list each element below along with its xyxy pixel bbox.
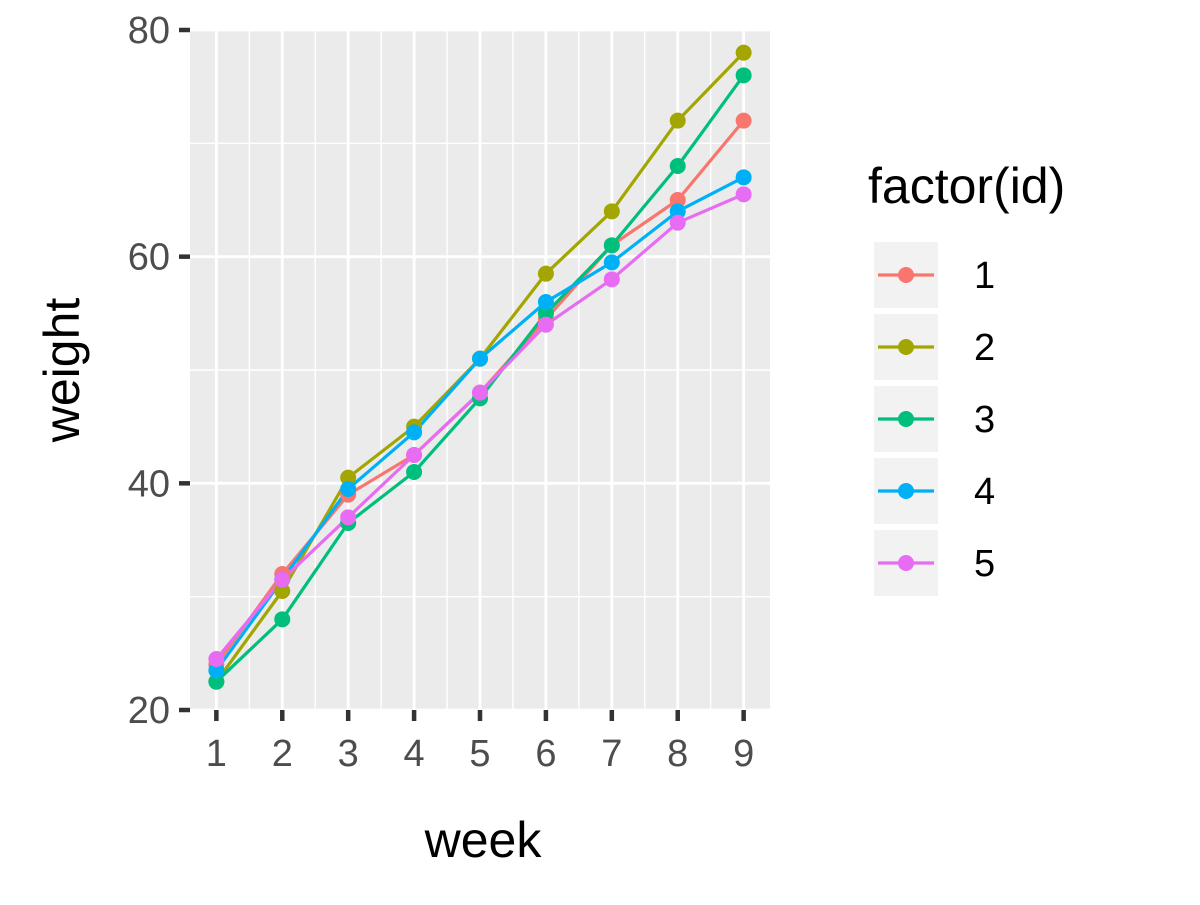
y-tick-label: 80 bbox=[128, 10, 170, 52]
data-point-series-3 bbox=[537, 305, 554, 322]
data-point-series-5 bbox=[340, 509, 357, 526]
legend-key-point bbox=[898, 555, 914, 571]
data-point-series-4 bbox=[537, 294, 554, 310]
data-point-series-5 bbox=[603, 271, 620, 288]
data-point-series-3 bbox=[603, 237, 620, 254]
data-point-series-3 bbox=[669, 158, 686, 174]
data-point-series-2 bbox=[340, 469, 357, 486]
data-point-series-4 bbox=[603, 254, 620, 271]
legend-label: 5 bbox=[974, 543, 995, 585]
x-tick-label: 4 bbox=[404, 733, 425, 775]
legend-label: 3 bbox=[974, 399, 995, 441]
data-point-series-3 bbox=[208, 673, 225, 690]
x-tick-label: 1 bbox=[206, 733, 227, 775]
series-layer bbox=[208, 44, 752, 690]
data-point-series-4 bbox=[208, 662, 225, 679]
y-tick-label: 40 bbox=[128, 463, 170, 505]
data-point-series-5 bbox=[406, 447, 423, 463]
data-point-series-4 bbox=[735, 169, 752, 186]
data-point-series-2 bbox=[735, 44, 752, 61]
data-point-series-2 bbox=[537, 265, 554, 282]
x-tick-label: 7 bbox=[601, 733, 622, 775]
y-tick-label: 60 bbox=[128, 237, 170, 279]
legend-label: 4 bbox=[974, 471, 995, 513]
data-point-series-4 bbox=[669, 203, 686, 220]
y-tick-label: 20 bbox=[128, 690, 170, 732]
data-point-series-5 bbox=[669, 214, 686, 231]
data-point-series-2 bbox=[669, 112, 686, 129]
legend-label: 1 bbox=[974, 255, 995, 297]
legend-key-point bbox=[898, 483, 914, 499]
legend-key-point bbox=[898, 411, 914, 427]
data-point-series-5 bbox=[537, 316, 554, 333]
x-tick-label: 5 bbox=[469, 733, 490, 775]
data-point-series-2 bbox=[274, 583, 291, 599]
legend-key-point bbox=[898, 267, 914, 283]
legend-title: factor(id) bbox=[868, 158, 1065, 214]
x-tick-label: 9 bbox=[733, 733, 754, 775]
data-point-series-5 bbox=[208, 651, 225, 667]
data-point-series-1 bbox=[735, 112, 752, 129]
x-tick-label: 2 bbox=[272, 733, 293, 775]
data-point-series-4 bbox=[472, 350, 488, 367]
data-point-series-3 bbox=[274, 611, 291, 628]
data-point-series-2 bbox=[603, 203, 620, 220]
x-tick-label: 6 bbox=[535, 733, 556, 775]
legend: factor(id) 1 2 3 4 5 bbox=[868, 158, 1065, 596]
data-point-series-3 bbox=[406, 464, 423, 480]
axes: 20 40 60 80 1 2 3 4 5 6 7 8 9 bbox=[128, 10, 754, 775]
data-point-series-1 bbox=[669, 192, 686, 208]
data-point-series-4 bbox=[340, 481, 357, 497]
data-point-series-3 bbox=[735, 67, 752, 84]
data-point-series-4 bbox=[406, 424, 423, 441]
data-point-series-5 bbox=[735, 186, 752, 203]
data-point-series-5 bbox=[274, 571, 291, 588]
legend-label: 2 bbox=[974, 327, 995, 369]
y-axis-title: weight bbox=[34, 298, 90, 444]
data-point-series-5 bbox=[472, 384, 488, 401]
x-tick-label: 3 bbox=[338, 733, 359, 775]
x-tick-label: 8 bbox=[667, 733, 688, 775]
x-axis-title: week bbox=[424, 812, 543, 868]
legend-key-point bbox=[898, 339, 914, 355]
grid-lines bbox=[190, 28, 770, 712]
